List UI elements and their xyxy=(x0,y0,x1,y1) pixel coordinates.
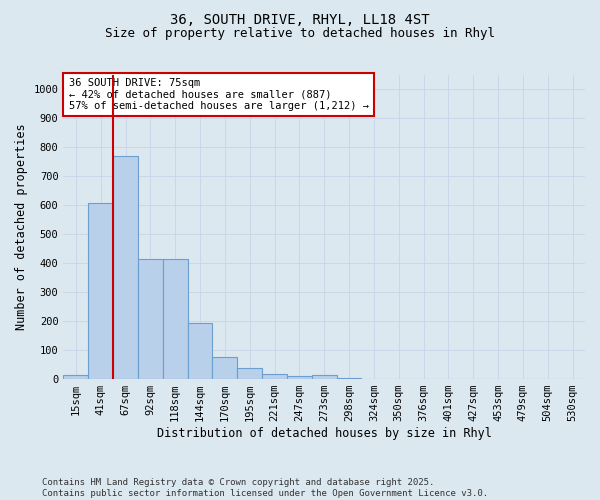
Y-axis label: Number of detached properties: Number of detached properties xyxy=(15,124,28,330)
Bar xyxy=(312,376,337,379)
X-axis label: Distribution of detached houses by size in Rhyl: Distribution of detached houses by size … xyxy=(157,427,491,440)
Bar xyxy=(88,204,113,379)
Bar xyxy=(287,376,312,379)
Bar xyxy=(163,260,188,379)
Bar xyxy=(188,324,212,379)
Bar xyxy=(237,368,262,379)
Text: Contains HM Land Registry data © Crown copyright and database right 2025.
Contai: Contains HM Land Registry data © Crown c… xyxy=(42,478,488,498)
Bar xyxy=(212,358,237,379)
Text: Size of property relative to detached houses in Rhyl: Size of property relative to detached ho… xyxy=(105,28,495,40)
Bar xyxy=(337,378,361,379)
Bar xyxy=(262,374,287,379)
Bar xyxy=(64,375,88,379)
Text: 36 SOUTH DRIVE: 75sqm
← 42% of detached houses are smaller (887)
57% of semi-det: 36 SOUTH DRIVE: 75sqm ← 42% of detached … xyxy=(68,78,368,111)
Bar xyxy=(138,260,163,379)
Bar xyxy=(113,156,138,379)
Text: 36, SOUTH DRIVE, RHYL, LL18 4ST: 36, SOUTH DRIVE, RHYL, LL18 4ST xyxy=(170,12,430,26)
